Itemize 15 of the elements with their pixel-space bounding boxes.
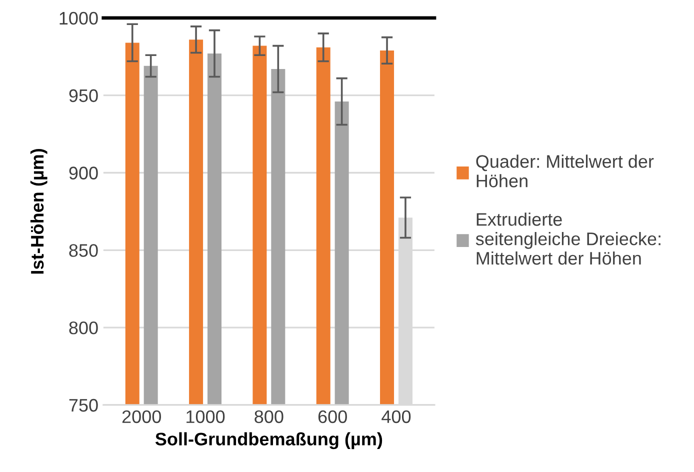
- y-tick-label: 850: [69, 244, 98, 257]
- y-tick-label: 900: [69, 166, 98, 180]
- y-tick-label: 950: [69, 89, 98, 102]
- y-tick-label: 800: [69, 322, 98, 334]
- x-axis-title: Soll-Grundbemaßung (µm): [155, 432, 382, 450]
- y-tick-label: 1000: [60, 12, 98, 25]
- legend-label: Extrudierte seitengleiche Dreiecke: Mittelwert der Höhen: [476, 212, 660, 265]
- y-axis-title: Ist-Höhen (µm): [30, 148, 48, 274]
- x-tick-label: 400: [382, 410, 411, 424]
- x-tick-label: 2000: [122, 410, 161, 424]
- x-tick-label: 1000: [186, 410, 225, 424]
- y-tick-label: 750: [69, 398, 98, 412]
- x-tick-label: 800: [254, 410, 284, 424]
- x-tick-label: 600: [318, 410, 347, 424]
- legend-label: Quader: Mittelwert der Höhen: [476, 154, 654, 188]
